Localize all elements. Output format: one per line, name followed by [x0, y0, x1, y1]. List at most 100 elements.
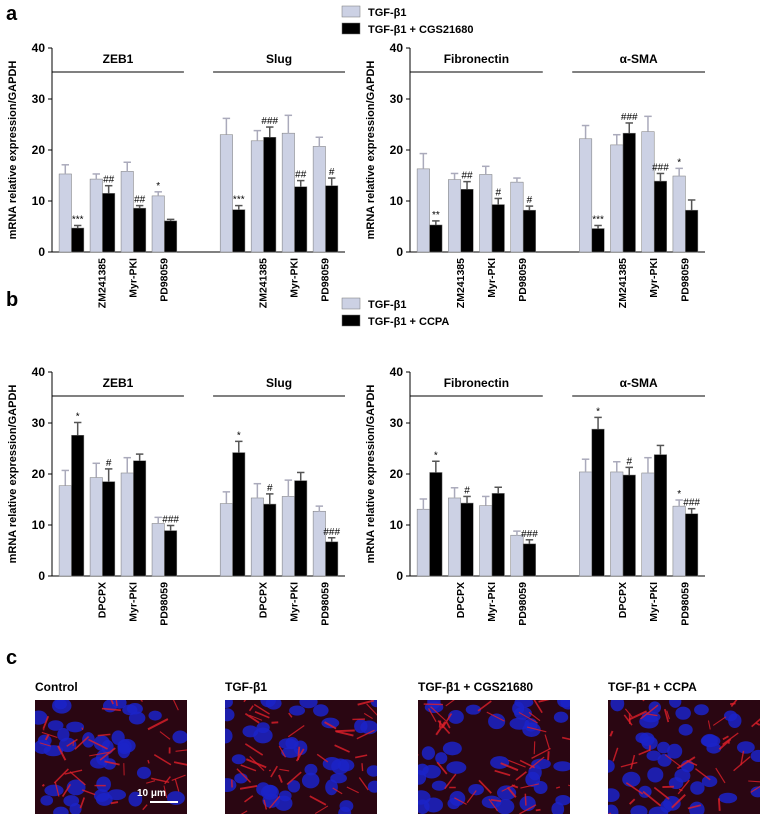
bar [622, 474, 636, 577]
panel-label: a [6, 3, 18, 25]
bar [263, 137, 277, 253]
actin [278, 774, 283, 783]
legend-label: TGF-β1 [368, 299, 407, 311]
actin [173, 761, 187, 766]
actin [486, 711, 505, 722]
actin [44, 734, 50, 741]
actin [164, 776, 171, 785]
actin [236, 768, 252, 783]
actin [355, 754, 368, 759]
significance: # [527, 195, 533, 206]
bar [294, 480, 308, 577]
bar [491, 204, 505, 253]
nucleus [330, 773, 347, 784]
nucleus [657, 741, 671, 754]
actin [366, 703, 377, 716]
x-tick-label: PD98059 [679, 258, 691, 302]
actin [547, 751, 550, 761]
x-tick-label: DPCPX [617, 582, 629, 618]
actin [88, 738, 108, 750]
y-tick-label: 30 [32, 92, 46, 106]
nucleus [325, 779, 338, 796]
significance: * [596, 406, 600, 417]
x-tick-label: ZM241385 [617, 258, 629, 308]
significance: ** [432, 210, 440, 221]
bar [120, 472, 134, 577]
nucleus [278, 790, 292, 802]
actin [515, 771, 527, 781]
x-tick-label: PD98059 [320, 258, 332, 302]
actin [687, 804, 702, 810]
actin [69, 771, 86, 786]
actin [278, 745, 287, 758]
actin [279, 768, 290, 772]
actin [81, 727, 84, 730]
actin [244, 743, 264, 756]
actin [638, 749, 651, 756]
actin [444, 773, 457, 790]
nucleus [40, 795, 54, 806]
actin [175, 749, 187, 752]
y-tick-label: 20 [32, 143, 46, 157]
actin [74, 735, 90, 750]
y-axis-label: mRNA relative expression/GAPDH [7, 385, 19, 564]
nucleus [553, 711, 569, 723]
significance: # [106, 458, 112, 469]
actin [445, 721, 451, 729]
actin [707, 720, 711, 730]
legend-label: TGF-β1 + CCPA [368, 316, 449, 328]
y-axis-label: mRNA relative expression/GAPDH [365, 61, 377, 240]
actin [57, 745, 67, 761]
significance: # [495, 187, 501, 198]
y-tick-label: 40 [390, 41, 404, 55]
actin [254, 710, 270, 719]
x-tick-label: ZM241385 [96, 258, 108, 308]
actin [244, 712, 260, 724]
y-tick-label: 10 [390, 518, 404, 532]
nucleus [431, 780, 447, 791]
actin [81, 789, 96, 796]
actin [249, 755, 265, 772]
bar [133, 460, 147, 577]
legend-swatch [341, 5, 361, 18]
bar [579, 471, 593, 577]
actin [436, 761, 448, 775]
nucleus [313, 704, 329, 717]
image-title: TGF-β1 [225, 680, 267, 694]
bar [460, 502, 474, 577]
nucleus [608, 759, 615, 773]
nucleus [610, 700, 625, 712]
actin [239, 785, 258, 790]
actin [41, 783, 45, 787]
nucleus [96, 776, 111, 793]
bar [653, 180, 667, 253]
bar [479, 505, 493, 577]
actin [163, 785, 168, 799]
actin [520, 783, 540, 789]
nucleus [128, 711, 146, 725]
actin [625, 782, 644, 795]
actin [335, 729, 355, 733]
nucleus [256, 722, 270, 734]
nucleus [57, 727, 70, 742]
bar [151, 523, 165, 577]
actin [712, 716, 727, 726]
bar [151, 195, 165, 253]
actin [54, 782, 60, 797]
actin [624, 708, 633, 718]
actin [297, 746, 301, 761]
nucleus [418, 790, 431, 805]
significance: # [464, 485, 470, 496]
actin [531, 747, 551, 759]
x-tick-label: ZM241385 [258, 258, 270, 308]
nucleus [322, 757, 342, 771]
actin [101, 707, 121, 712]
significance: ### [521, 529, 538, 540]
x-tick-label: Myr-PKI [127, 582, 139, 622]
panel-label: c [6, 647, 17, 669]
bar [219, 503, 233, 577]
actin [316, 753, 329, 763]
bar [610, 144, 624, 253]
significance: # [329, 167, 335, 178]
